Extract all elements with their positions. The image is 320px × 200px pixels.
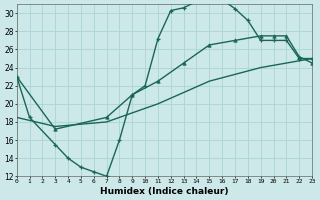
X-axis label: Humidex (Indice chaleur): Humidex (Indice chaleur) bbox=[100, 187, 228, 196]
